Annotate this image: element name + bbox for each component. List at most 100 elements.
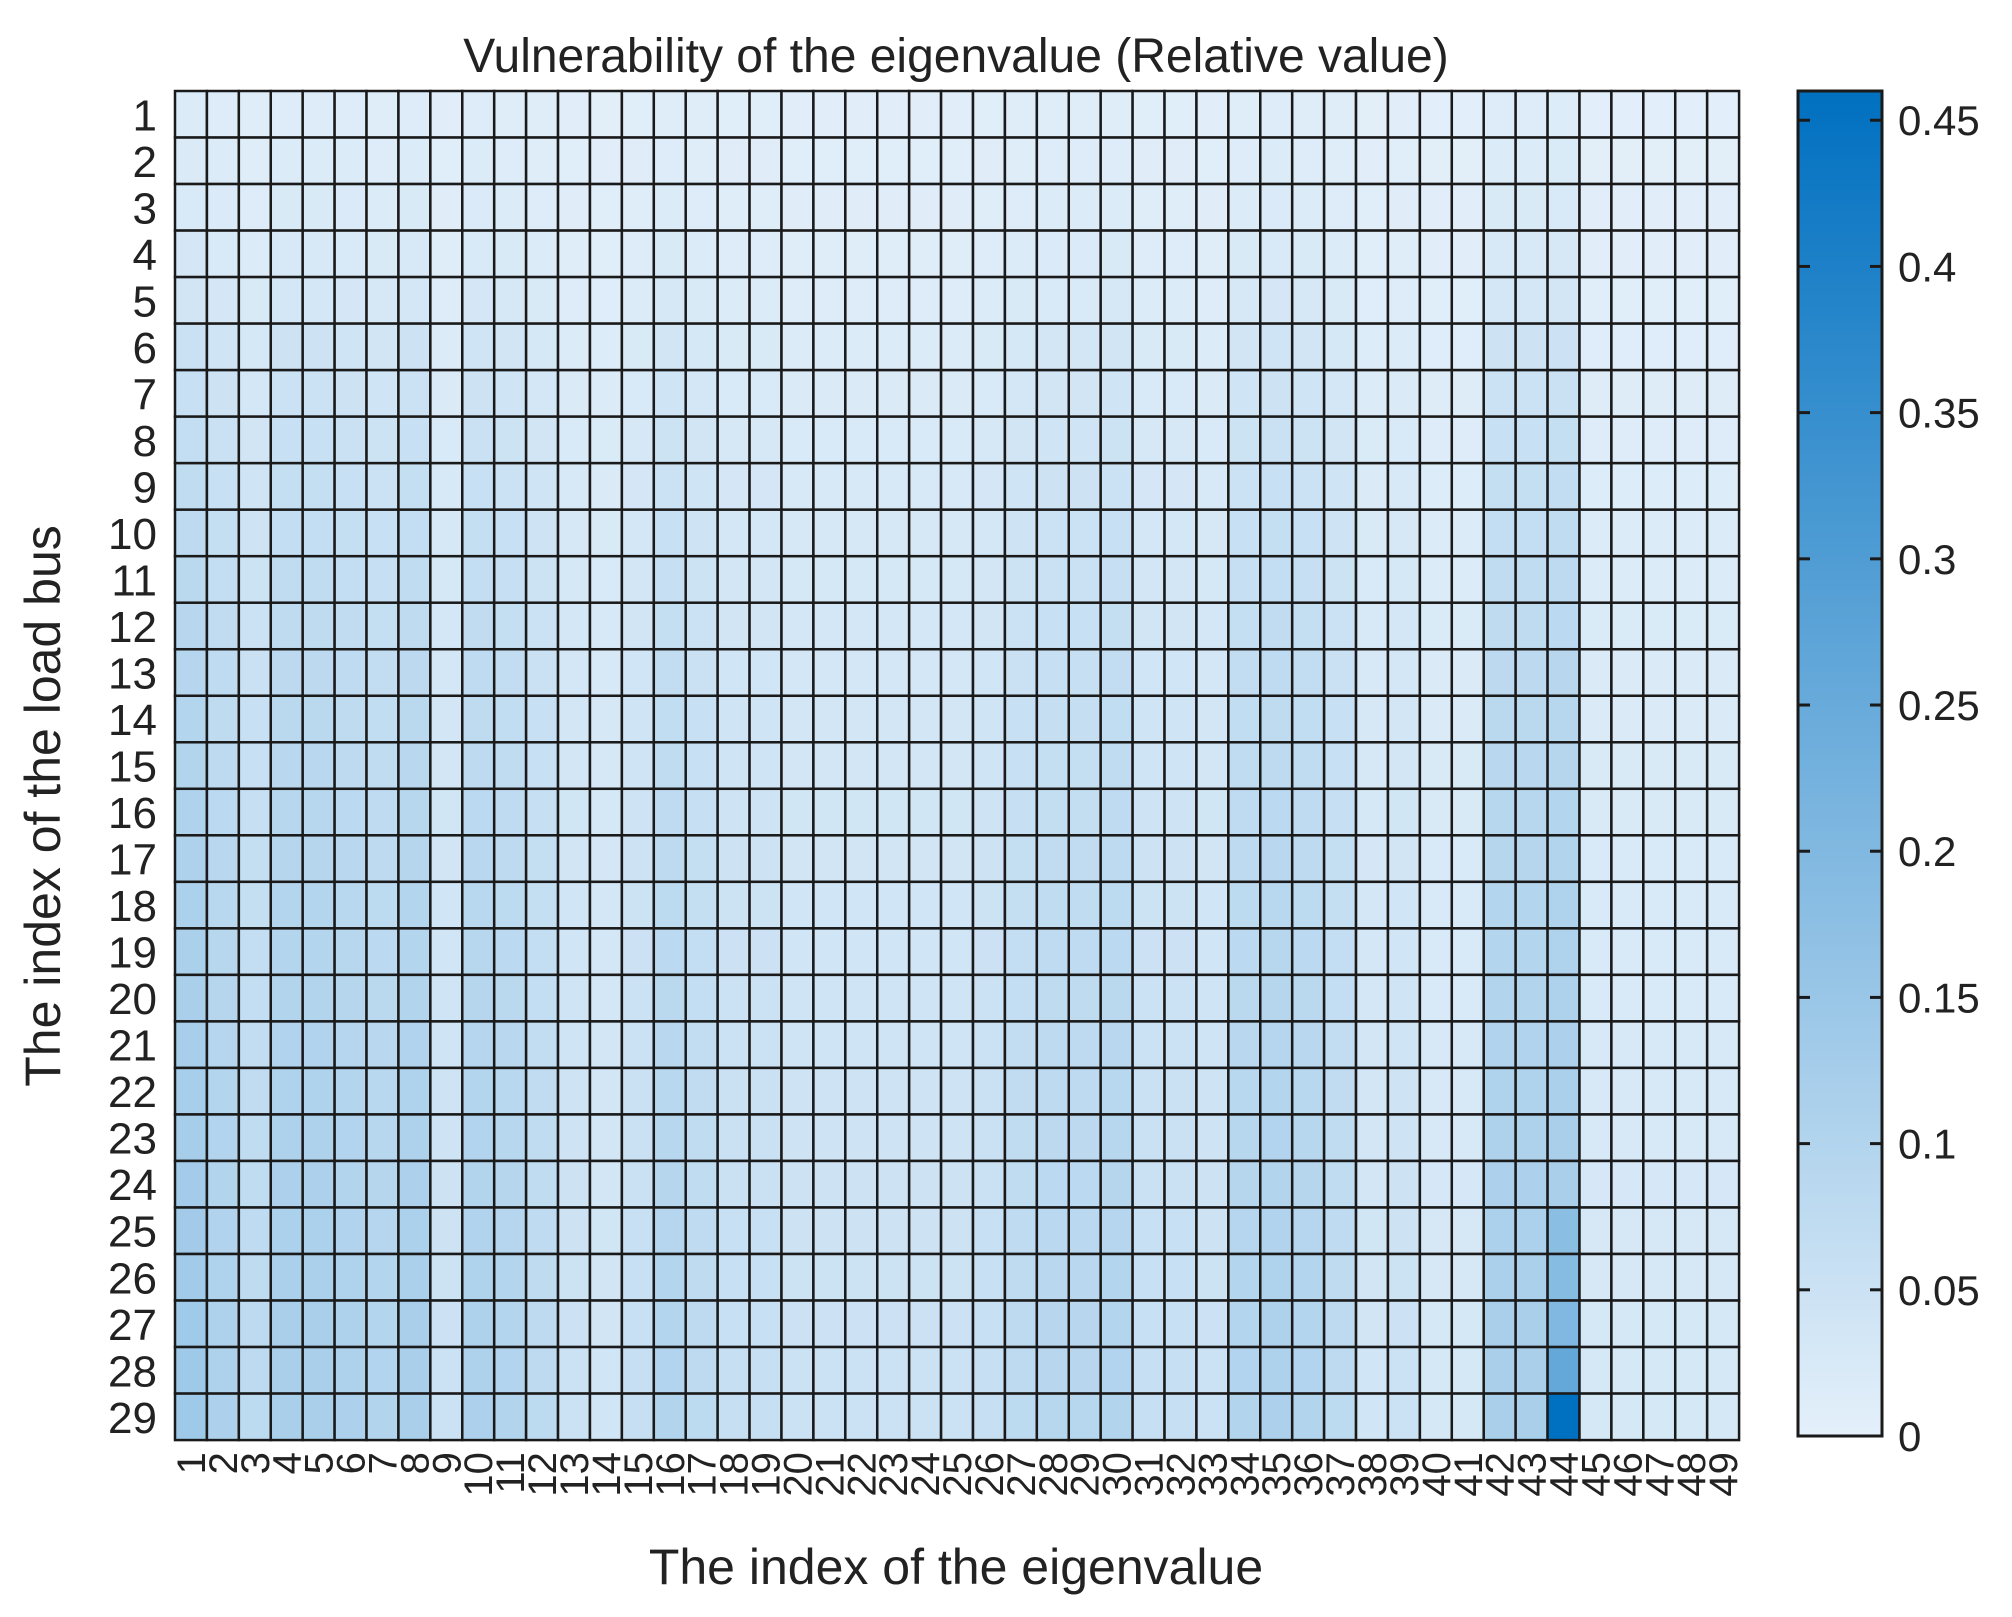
heatmap-cell	[556, 554, 592, 604]
heatmap-cell	[492, 1345, 528, 1395]
heatmap-cell	[971, 1345, 1007, 1395]
heatmap-cell	[1546, 182, 1581, 232]
heatmap-cell	[780, 415, 815, 465]
heatmap-cell	[397, 1345, 432, 1395]
heatmap-cell	[1035, 136, 1071, 186]
heatmap-cell	[1227, 1066, 1262, 1116]
heatmap-cell	[1386, 415, 1422, 465]
heatmap-cell	[652, 880, 687, 930]
heatmap-cell	[492, 927, 528, 977]
heatmap-cell	[556, 1345, 592, 1395]
heatmap-cell	[844, 136, 879, 186]
heatmap-cell	[844, 275, 879, 325]
heatmap-cell	[780, 229, 815, 279]
heatmap-cell	[1673, 973, 1709, 1023]
heatmap-cell	[1163, 834, 1198, 884]
heatmap-cell	[1067, 1392, 1102, 1442]
heatmap-cell	[301, 601, 336, 651]
heatmap-cell	[429, 787, 464, 837]
heatmap-cell	[907, 601, 943, 651]
heatmap-cell	[748, 1299, 783, 1349]
heatmap-cell	[1035, 927, 1071, 977]
heatmap-cell	[1673, 229, 1709, 279]
heatmap-cell	[205, 1159, 241, 1209]
heatmap-cell	[844, 647, 879, 698]
heatmap-cell	[1354, 1159, 1390, 1209]
heatmap-cell	[812, 1020, 847, 1070]
heatmap-cell	[365, 973, 400, 1023]
heatmap-cell	[716, 1345, 751, 1395]
heatmap-cell	[748, 1206, 783, 1256]
heatmap-cell	[1482, 927, 1517, 977]
heatmap-cell	[205, 89, 241, 139]
heatmap-cell	[205, 1252, 241, 1302]
heatmap-cell	[1673, 880, 1709, 930]
heatmap-cell	[1514, 973, 1549, 1023]
heatmap-cell	[939, 1206, 975, 1256]
heatmap-cell	[939, 741, 975, 791]
heatmap-cell	[397, 601, 432, 651]
heatmap-cell	[492, 741, 528, 791]
x-tick-label: 35	[1255, 1452, 1299, 1497]
heatmap-cell	[1131, 1252, 1166, 1302]
heatmap-cell	[492, 368, 528, 418]
heatmap-cell	[1418, 973, 1454, 1023]
heatmap-cell	[1227, 834, 1262, 884]
heatmap-cell	[971, 1252, 1007, 1302]
heatmap-cell	[1386, 1392, 1422, 1442]
heatmap-cell	[748, 973, 783, 1023]
heatmap-cell	[1354, 1252, 1390, 1302]
heatmap-cell	[588, 89, 624, 139]
x-tick-label: 43	[1511, 1452, 1555, 1497]
heatmap-cell	[939, 1066, 975, 1116]
heatmap-cell	[939, 415, 975, 465]
heatmap-cell	[1610, 601, 1645, 651]
heatmap-cell	[333, 554, 368, 604]
heatmap-cell	[844, 461, 879, 511]
heatmap-cell	[1705, 1159, 1741, 1209]
heatmap-cell	[1290, 834, 1326, 884]
heatmap-cell	[205, 741, 241, 791]
heatmap-cell	[205, 461, 241, 511]
heatmap-cell	[173, 229, 209, 279]
y-tick-label: 7	[133, 370, 157, 419]
heatmap-cell	[1259, 415, 1294, 465]
heatmap-cell	[620, 1020, 656, 1070]
heatmap-cell	[1259, 275, 1294, 325]
heatmap-cell	[939, 601, 975, 651]
y-tick-label: 22	[108, 1068, 157, 1117]
heatmap-cell	[397, 554, 432, 604]
heatmap-cell	[684, 1159, 719, 1209]
heatmap-cell	[875, 741, 911, 791]
heatmap-cell	[524, 973, 560, 1023]
heatmap-cell	[1705, 1020, 1741, 1070]
heatmap-cell	[1578, 787, 1613, 837]
heatmap-cell	[716, 229, 751, 279]
heatmap-cell	[365, 1392, 400, 1442]
heatmap-cell	[556, 508, 592, 558]
heatmap-cell	[1322, 554, 1358, 604]
heatmap-cell	[1163, 1206, 1198, 1256]
heatmap-cell	[269, 275, 304, 325]
heatmap-cell	[1482, 182, 1517, 232]
heatmap-cell	[588, 136, 624, 186]
heatmap-cell	[780, 694, 815, 744]
heatmap-cell	[269, 1066, 304, 1116]
heatmap-cell	[1195, 229, 1230, 279]
heatmap-cell	[1450, 741, 1485, 791]
x-axis-label: The index of the eigenvalue	[649, 1539, 1263, 1595]
heatmap-cell	[1067, 1206, 1102, 1256]
heatmap-cell	[1482, 1392, 1517, 1442]
heatmap-cell	[1418, 1345, 1454, 1395]
heatmap-cell	[269, 1392, 304, 1442]
heatmap-cell	[1131, 1020, 1166, 1070]
heatmap-cell	[173, 554, 209, 604]
heatmap-cell	[1354, 834, 1390, 884]
heatmap-cell	[620, 275, 656, 325]
heatmap-cell	[1610, 415, 1645, 465]
heatmap-cell	[1450, 368, 1485, 418]
heatmap-cell	[652, 694, 687, 744]
heatmap-cell	[461, 1159, 496, 1209]
heatmap-cell	[492, 1020, 528, 1070]
heatmap-cell	[716, 1299, 751, 1349]
